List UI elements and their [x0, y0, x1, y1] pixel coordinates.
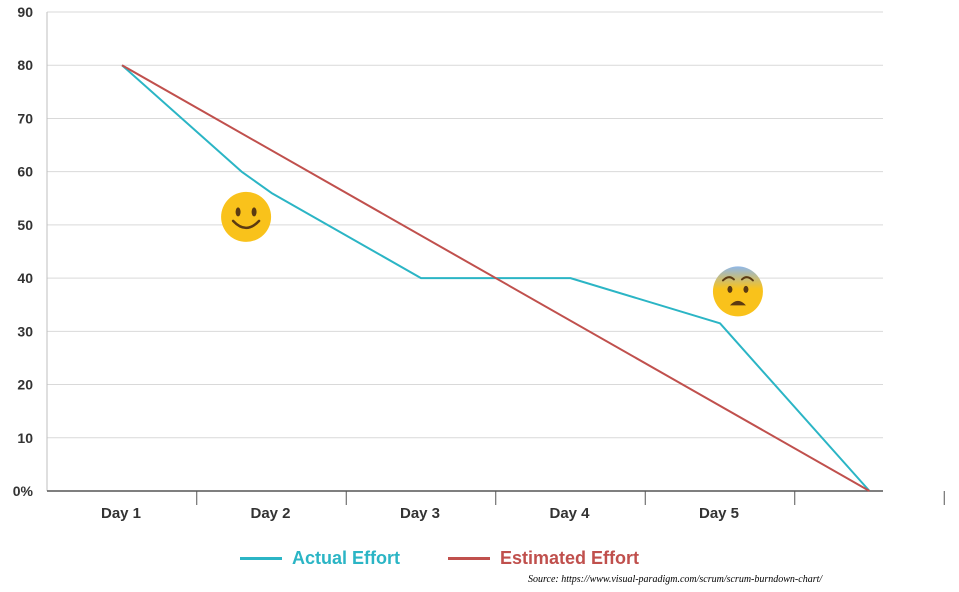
y-tick-label: 40: [17, 270, 33, 286]
y-tick-label: 80: [17, 57, 33, 73]
y-tick-label: 30: [17, 323, 33, 339]
x-tick-label: Day 2: [250, 505, 290, 522]
y-tick-label: 0%: [13, 483, 34, 499]
x-tick-label: Day 5: [699, 505, 739, 522]
legend-item-estimated[interactable]: Estimated Effort: [448, 548, 639, 569]
legend-label-actual: Actual Effort: [292, 548, 400, 568]
y-tick-label: 60: [17, 164, 33, 180]
smiling-face-icon: [221, 191, 272, 242]
legend-swatch-estimated: [448, 557, 490, 560]
series-line-estimated-effort: [121, 64, 870, 492]
legend-item-actual[interactable]: Actual Effort: [240, 548, 400, 569]
y-tick-label: 20: [17, 377, 33, 393]
legend: Actual Effort Estimated Effort: [240, 548, 687, 569]
gridlines: [47, 11, 883, 439]
x-tick-label: Day 4: [549, 505, 590, 522]
x-axis-ticks: Day 1 Day 2 Day 3 Day 4 Day 5: [101, 491, 945, 522]
anxious-face-icon: [712, 266, 763, 317]
annotations: [221, 191, 763, 317]
y-tick-label: 90: [17, 4, 33, 20]
series-lines: [121, 64, 871, 492]
series-line-actual-effort: [121, 64, 871, 492]
x-tick-label: Day 3: [400, 505, 440, 522]
legend-label-estimated: Estimated Effort: [500, 548, 640, 568]
axes: [46, 12, 883, 492]
legend-swatch-actual: [240, 557, 282, 560]
y-tick-label: 10: [17, 430, 33, 446]
y-axis-ticks: 0% 10 20 30 40 50 60 70 80 90: [13, 4, 34, 499]
source-citation: Source: https://www.visual-paradigm.com/…: [528, 574, 823, 585]
y-tick-label: 70: [17, 110, 33, 126]
y-tick-label: 50: [17, 217, 33, 233]
x-tick-label: Day 1: [101, 505, 141, 522]
